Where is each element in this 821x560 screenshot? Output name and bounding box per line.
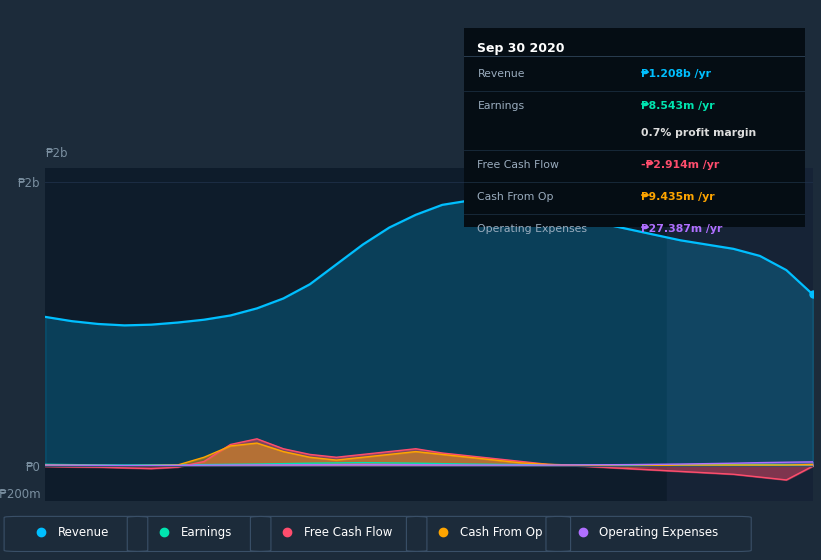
Text: Free Cash Flow: Free Cash Flow	[478, 160, 559, 170]
Text: Earnings: Earnings	[181, 526, 232, 539]
Text: ₱1.208b /yr: ₱1.208b /yr	[641, 69, 711, 79]
Text: ₱8.543m /yr: ₱8.543m /yr	[641, 101, 714, 110]
Text: Revenue: Revenue	[57, 526, 109, 539]
Text: -₱2.914m /yr: -₱2.914m /yr	[641, 160, 719, 170]
Text: Earnings: Earnings	[478, 101, 525, 110]
Text: ₱2b: ₱2b	[45, 147, 67, 160]
Text: Cash From Op: Cash From Op	[460, 526, 542, 539]
Text: Cash From Op: Cash From Op	[478, 192, 554, 202]
Text: Free Cash Flow: Free Cash Flow	[304, 526, 392, 539]
Bar	[667, 168, 821, 501]
Text: ₱27.387m /yr: ₱27.387m /yr	[641, 224, 722, 234]
Text: Sep 30 2020: Sep 30 2020	[478, 42, 565, 55]
Text: Operating Expenses: Operating Expenses	[478, 224, 588, 234]
Text: 0.7% profit margin: 0.7% profit margin	[641, 128, 756, 138]
Text: -₱200m: -₱200m	[0, 488, 41, 501]
Text: Operating Expenses: Operating Expenses	[599, 526, 718, 539]
Text: Revenue: Revenue	[478, 69, 525, 79]
Text: ₱9.435m /yr: ₱9.435m /yr	[641, 192, 714, 202]
